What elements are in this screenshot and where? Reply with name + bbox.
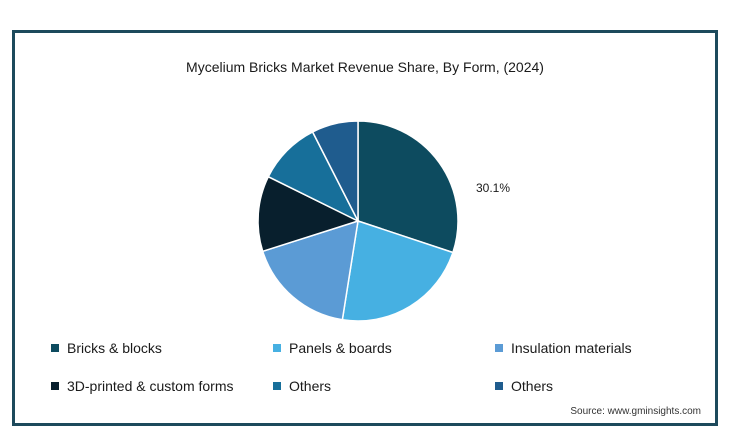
legend-item-panels-boards: Panels & boards: [273, 340, 392, 356]
slice-bricks-blocks: [357, 120, 459, 254]
data-label-bricks-blocks: 30.1%: [476, 181, 511, 195]
legend-swatch-others-1: [273, 382, 281, 390]
legend-item-insulation-materials: Insulation materials: [495, 340, 632, 356]
legend-label-others-2: Others: [511, 378, 554, 394]
chart-title: Mycelium Bricks Market Revenue Share, By…: [186, 59, 544, 75]
legend-label-insulation-materials: Insulation materials: [511, 340, 632, 356]
legend-swatch-3d-printed-custom: [51, 382, 59, 390]
source-note: Source: www.gminsights.com: [570, 406, 701, 417]
legend-swatch-panels-boards: [273, 344, 281, 352]
legend-swatch-insulation-materials: [495, 344, 503, 352]
slice-panels-boards: [341, 220, 454, 322]
slice-others-2: [311, 120, 359, 222]
legend-swatch-bricks-blocks: [51, 344, 59, 352]
legend-swatch-others-2: [495, 382, 503, 390]
chart-frame: Mycelium Bricks Market Revenue Share, By…: [12, 30, 718, 426]
legend-item-bricks-blocks: Bricks & blocks: [51, 340, 162, 356]
legend-label-others-1: Others: [289, 378, 332, 394]
pie-chart: [257, 120, 459, 322]
legend-item-3d-printed-custom: 3D-printed & custom forms: [51, 378, 234, 394]
slice-3d-printed-custom: [257, 175, 360, 253]
legend-item-others-2: Others: [495, 378, 553, 394]
slice-insulation-materials: [261, 219, 359, 321]
legend-label-3d-printed-custom: 3D-printed & custom forms: [67, 378, 234, 394]
legend-label-panels-boards: Panels & boards: [289, 340, 392, 356]
legend-item-others-1: Others: [273, 378, 331, 394]
legend-label-bricks-blocks: Bricks & blocks: [67, 340, 162, 356]
